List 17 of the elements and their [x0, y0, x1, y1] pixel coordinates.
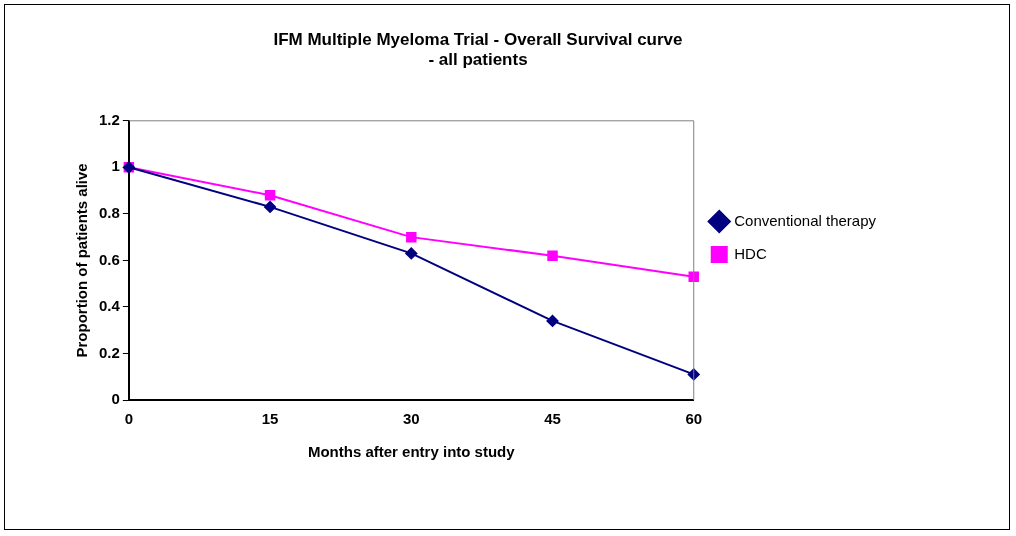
- y-tick-label: 0.8: [98, 204, 120, 222]
- x-tick-label: 45: [544, 410, 561, 428]
- legend-label: HDC: [734, 244, 767, 262]
- x-tick-label: 0: [124, 410, 134, 428]
- y-axis-title: Proportion of patients alive: [73, 163, 91, 358]
- y-tick-label: 0: [111, 390, 120, 408]
- x-tick-label: 60: [685, 410, 703, 428]
- legend-label: Conventional therapy: [734, 211, 877, 229]
- x-tick-label: 30: [402, 410, 420, 428]
- y-tick-label: 1.2: [98, 110, 120, 128]
- x-axis-title: Months after entry into study: [307, 443, 516, 461]
- y-tick-label: 1: [111, 157, 120, 175]
- chart-title: IFM Multiple Myeloma Trial - Overall Survival curve - all patients: [273, 29, 683, 70]
- y-tick-label: 0.2: [98, 343, 120, 361]
- y-tick-label: 0.4: [98, 297, 121, 315]
- x-tick-label: 15: [261, 410, 279, 428]
- y-tick-label: 0.6: [98, 250, 120, 268]
